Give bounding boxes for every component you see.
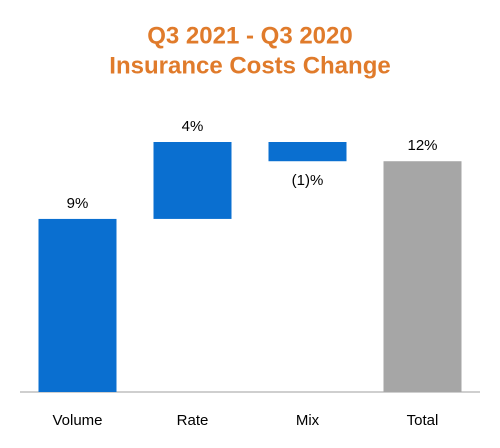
chart-title: Insurance Costs Change xyxy=(109,52,390,79)
chart-title: Q3 2021 - Q3 2020 xyxy=(147,22,352,49)
x-tick-label: Mix xyxy=(296,412,320,429)
value-label: 4% xyxy=(182,118,204,135)
value-label: 12% xyxy=(407,137,437,154)
x-tick-label: Volume xyxy=(52,412,102,429)
value-label: 9% xyxy=(67,195,89,212)
x-tick-label: Total xyxy=(407,412,439,429)
value-label: (1)% xyxy=(292,172,324,189)
bar xyxy=(268,142,347,162)
x-tick-label: Rate xyxy=(177,412,209,429)
bar xyxy=(153,142,232,219)
bar xyxy=(38,218,117,392)
bar xyxy=(383,161,462,392)
